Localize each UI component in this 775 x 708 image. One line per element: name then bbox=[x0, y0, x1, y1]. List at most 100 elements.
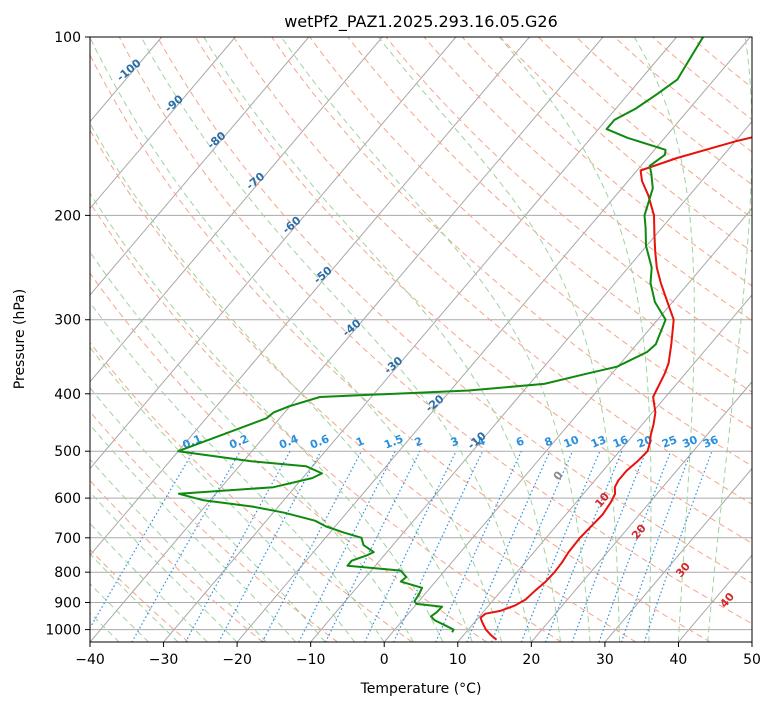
dry-adiabat-lines bbox=[90, 37, 752, 642]
dry-adiabat-line bbox=[385, 37, 752, 357]
mixing-ratio-label: 25 bbox=[660, 433, 679, 451]
isotherm-line bbox=[236, 37, 751, 642]
x-tick-label: 0 bbox=[380, 652, 389, 668]
isotherm-line bbox=[530, 381, 752, 642]
dry-adiabat-line bbox=[90, 479, 264, 642]
chart-title: wetPf2_PAZ1.2025.293.16.05.G26 bbox=[284, 12, 558, 32]
isotherm-line bbox=[457, 294, 752, 642]
y-axis-label: Pressure (hPa) bbox=[12, 289, 28, 389]
moist-adiabat-line bbox=[90, 192, 444, 642]
y-tick-label: 100 bbox=[54, 30, 81, 46]
plot-frame bbox=[89, 36, 753, 643]
moist-adiabat-line bbox=[90, 301, 385, 642]
x-axis-ticks: −40 −30 −20 −10 0 10 20 30 40 50 bbox=[75, 642, 761, 668]
isotherm-line bbox=[90, 37, 383, 383]
mixing-ratio-label: 1 bbox=[354, 434, 366, 449]
isotherm-line bbox=[310, 120, 752, 642]
x-axis-label: Temperature (°C) bbox=[360, 681, 482, 697]
isotherm-line bbox=[90, 37, 310, 296]
moist-adiabat-line bbox=[90, 386, 326, 642]
moist-adiabat-line bbox=[377, 37, 620, 642]
dry-adiabat-line bbox=[156, 37, 752, 584]
x-tick-label: 40 bbox=[670, 652, 688, 668]
moist-adiabat-line bbox=[499, 37, 652, 642]
dry-adiabat-line bbox=[90, 341, 413, 642]
mixing-ratio-line bbox=[620, 450, 692, 642]
dry-adiabat-line bbox=[90, 53, 711, 642]
mixing-ratio-line bbox=[490, 450, 574, 642]
moist-adiabat-line bbox=[90, 522, 208, 642]
mixing-ratio-label: 10 bbox=[562, 433, 581, 451]
dry-adiabat-line bbox=[614, 37, 752, 153]
mixing-ratio-line bbox=[393, 450, 484, 642]
mixing-ratio-label: 8 bbox=[543, 434, 555, 449]
moist-adiabat-line bbox=[633, 37, 695, 642]
x-tick-label: −40 bbox=[75, 652, 105, 668]
isotherm-line bbox=[90, 37, 604, 642]
mixing-ratio-label: 2 bbox=[413, 434, 425, 449]
mixing-ratio-line bbox=[643, 450, 713, 642]
x-tick-label: 50 bbox=[743, 652, 761, 668]
mixing-ratio-line bbox=[131, 450, 241, 642]
mixing-ratio-line bbox=[90, 450, 194, 629]
y-tick-label: 500 bbox=[54, 444, 81, 460]
x-tick-label: 10 bbox=[449, 652, 467, 668]
x-tick-label: 30 bbox=[596, 652, 614, 668]
mixing-ratio-line bbox=[466, 450, 551, 642]
mixing-ratio-lines bbox=[90, 450, 713, 642]
y-tick-label: 400 bbox=[54, 387, 81, 403]
moist-adiabat-line bbox=[203, 37, 562, 642]
mixing-ratio-line bbox=[435, 450, 522, 642]
moist-adiabat-line bbox=[707, 37, 752, 642]
moist-adiabat-line bbox=[280, 37, 591, 642]
dewpoint-profile bbox=[177, 37, 704, 633]
moist-adiabat-line bbox=[90, 346, 356, 642]
mixing-ratio-line bbox=[325, 450, 421, 642]
moist-adiabat-line bbox=[90, 122, 473, 642]
isotherm-line bbox=[90, 37, 530, 557]
isotherm-line bbox=[90, 37, 236, 210]
sounding-series bbox=[177, 37, 752, 641]
moist-adiabat-line bbox=[90, 251, 414, 642]
isotherm-grid bbox=[90, 37, 752, 642]
x-tick-label: −30 bbox=[149, 652, 179, 668]
mixing-ratio-label: 30 bbox=[680, 433, 699, 451]
dry-adiabat-line bbox=[195, 37, 752, 544]
y-tick-label: 900 bbox=[54, 595, 81, 611]
isotherm-line bbox=[604, 467, 752, 642]
x-tick-label: 20 bbox=[522, 652, 540, 668]
y-tick-label: 300 bbox=[54, 313, 81, 329]
y-axis-ticks: 100 200 300 400 500 600 700 800 900 1000 bbox=[45, 30, 90, 639]
moist-adiabat-line bbox=[90, 553, 179, 642]
y-tick-label: 200 bbox=[54, 208, 81, 224]
moist-adiabat-lines bbox=[90, 37, 752, 642]
y-tick-label: 600 bbox=[54, 491, 81, 507]
moist-adiabat-line bbox=[90, 37, 503, 642]
dry-adiabat-line bbox=[309, 37, 752, 430]
dry-adiabat-line bbox=[461, 37, 752, 287]
dry-adiabat-line bbox=[118, 37, 752, 625]
x-tick-label: −10 bbox=[296, 652, 326, 668]
isotherm-line bbox=[383, 207, 752, 642]
dry-adiabat-line bbox=[90, 129, 637, 642]
mixing-ratio-label: 13 bbox=[589, 433, 608, 451]
mixing-ratio-line bbox=[184, 450, 291, 642]
y-tick-label: 1000 bbox=[45, 623, 81, 639]
temperature-profile bbox=[479, 136, 752, 641]
moist-adiabat-line bbox=[90, 424, 297, 642]
isobar-grid bbox=[90, 37, 752, 631]
y-tick-label: 700 bbox=[54, 531, 81, 547]
mixing-ratio-label: 36 bbox=[701, 433, 720, 451]
dry-adiabat-line bbox=[576, 37, 752, 186]
moist-adiabat-line bbox=[140, 37, 532, 642]
dry-adiabat-line bbox=[233, 37, 752, 505]
mixing-ratio-label: 16 bbox=[611, 433, 630, 451]
isotherm-line bbox=[163, 37, 677, 642]
dry-adiabat-line bbox=[423, 37, 752, 322]
x-tick-label: −20 bbox=[222, 652, 252, 668]
mixing-ratio-label: 3 bbox=[449, 434, 461, 449]
isotherm-line bbox=[90, 37, 457, 470]
mixing-ratio-line bbox=[218, 450, 322, 642]
y-tick-label: 800 bbox=[54, 565, 81, 581]
